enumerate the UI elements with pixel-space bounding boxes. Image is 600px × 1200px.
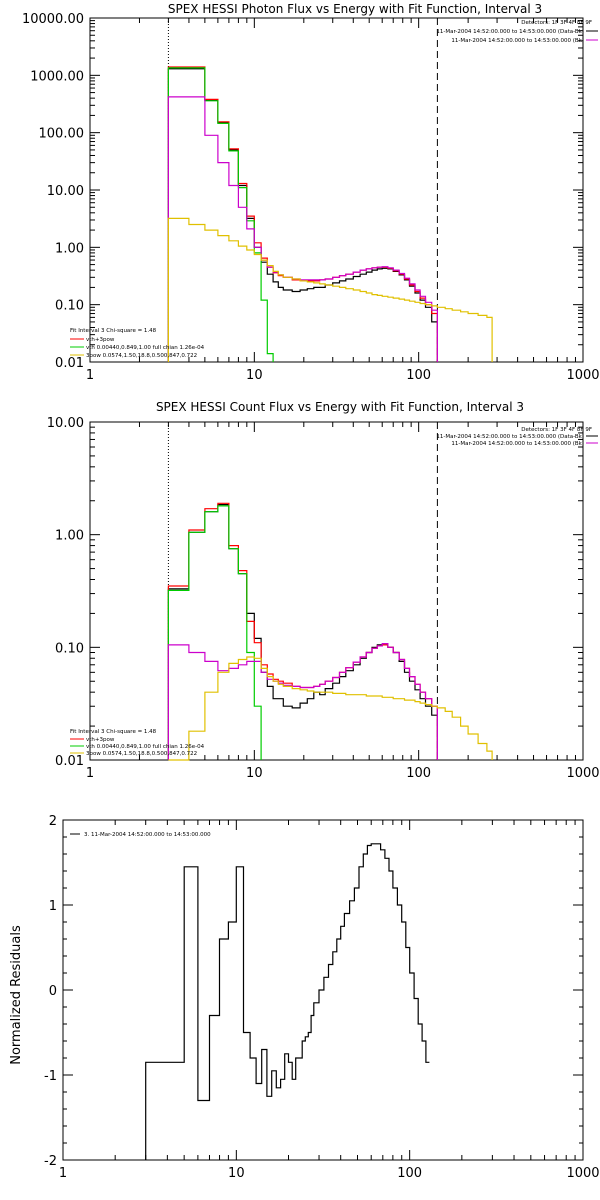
photon-series-data-bk <box>167 68 438 362</box>
photon-series-vth <box>167 67 274 362</box>
residuals-y-tick-label: -2 <box>44 1154 57 1169</box>
count-fit-total-label: vth+3pow <box>86 737 115 743</box>
residuals-x-tick-label: 10 <box>228 1166 245 1181</box>
count-y-tick-label: 0.01 <box>55 754 84 769</box>
photon-legend-fit: Fit Interval 3 Chi-square = 1.48 vth+3po… <box>70 328 205 359</box>
photon-y-tick-label: 1000.00 <box>30 69 84 84</box>
count-series-3pow <box>168 656 493 761</box>
photon-legend-detectors: Detectors: 1F 3F 4F 8F 9F <box>521 20 592 26</box>
photon-legend-bk: 11-Mar-2004 14:52:00.000 to 14:53:00.000… <box>451 38 584 44</box>
count-legend-detectors: Detectors: 1F 3F 4F 8F 9F <box>521 427 592 433</box>
photon-flux-panel: SPEX HESSI Photon Flux vs Energy with Fi… <box>22 2 600 383</box>
residuals-x-tick-label: 1 <box>59 1166 67 1181</box>
photon-series-3pow <box>167 217 493 362</box>
residuals-x-tick-label: 1000 <box>566 1166 599 1181</box>
photon-x-tick-label: 1000 <box>566 368 599 383</box>
count-series-vth-3pow <box>167 502 438 760</box>
count-fit-vth-label: vth 0.00440,0.849,1.00 full chian 1.26e-… <box>86 744 205 750</box>
photon-x-tick-label: 100 <box>406 368 431 383</box>
count-legend-topright: Detectors: 1F 3F 4F 8F 9F 11-Mar-2004 14… <box>436 427 598 447</box>
count-legend-data-bk: 11-Mar-2004 14:52:00.000 to 14:53:00.000… <box>436 434 584 440</box>
count-chart-title: SPEX HESSI Count Flux vs Energy with Fit… <box>156 400 524 414</box>
count-legend-bk: 11-Mar-2004 14:52:00.000 to 14:53:00.000… <box>451 441 584 447</box>
photon-chart-title: SPEX HESSI Photon Flux vs Energy with Fi… <box>168 2 542 16</box>
photon-fit-pow-label: 3pow 0.0574,1.50,18.8,0.500,847,0.722 <box>86 353 197 359</box>
residuals-y-tick-label: 1 <box>49 899 57 914</box>
residuals-ylabel: Normalized Residuals <box>9 925 24 1065</box>
count-flux-panel: SPEX HESSI Count Flux vs Energy with Fit… <box>47 400 600 781</box>
residuals-legend: 3. 11-Mar-2004 14:52:00.000 to 14:53:00.… <box>70 832 211 838</box>
residuals-y-tick-label: 2 <box>49 814 57 829</box>
count-fit-chisq: Fit Interval 3 Chi-square = 1.48 <box>70 729 157 735</box>
count-x-tick-label: 100 <box>406 766 431 781</box>
photon-y-tick-label: 1.00 <box>55 241 84 256</box>
photon-plot-frame <box>89 17 584 363</box>
photon-y-tick-label: 100.00 <box>39 127 85 142</box>
photon-fit-total-label: vth+3pow <box>86 337 115 343</box>
residuals-series-residuals <box>145 843 430 1160</box>
photon-y-tick-label: 10.00 <box>47 184 84 199</box>
photon-legend-data-bk: 11-Mar-2004 14:52:00.000 to 14:53:00.000… <box>436 29 584 35</box>
count-legend-fit: Fit Interval 3 Chi-square = 1.48 vth+3po… <box>70 729 205 757</box>
count-x-tick-label: 10 <box>246 766 263 781</box>
count-series-data-bk <box>167 504 438 760</box>
photon-y-tick-label: 0.10 <box>55 299 84 314</box>
count-y-tick-label: 10.00 <box>47 416 84 431</box>
residuals-y-tick-label: -1 <box>44 1069 57 1084</box>
count-x-tick-label: 1000 <box>566 766 599 781</box>
count-series-vth <box>167 505 262 760</box>
photon-y-tick-label: 0.01 <box>55 356 84 371</box>
photon-x-tick-label: 10 <box>246 368 263 383</box>
photon-legend-topright: Detectors: 1F 3F 4F 8F 9F 11-Mar-2004 14… <box>436 20 598 44</box>
residuals-x-tick-label: 100 <box>397 1166 422 1181</box>
photon-fit-chisq: Fit Interval 3 Chi-square = 1.48 <box>70 328 157 334</box>
photon-x-tick-label: 1 <box>86 368 94 383</box>
photon-series-vth-3pow <box>167 66 438 362</box>
residuals-panel: Normalized Residuals 1 10 100 1000 -2 -1 0 1 2 3… <box>9 814 600 1181</box>
photon-series-3pow-bk- <box>167 96 438 362</box>
count-y-tick-label: 0.10 <box>55 641 84 656</box>
photon-y-tick-label: 10000.00 <box>22 12 84 27</box>
count-plot-frame <box>89 421 584 761</box>
residuals-legend-label: 3. 11-Mar-2004 14:52:00.000 to 14:53:00.… <box>84 832 211 838</box>
count-x-tick-label: 1 <box>86 766 94 781</box>
count-fit-pow-label: 3pow 0.0574,1.50,18.8,0.500,847,0.722 <box>86 751 197 757</box>
count-series-3pow-bk- <box>167 643 438 760</box>
count-y-tick-label: 1.00 <box>55 529 84 544</box>
photon-fit-vth-label: vth 0.00440,0.849,1.00 full chian 1.26e-… <box>86 345 205 351</box>
residuals-y-tick-label: 0 <box>49 984 57 999</box>
